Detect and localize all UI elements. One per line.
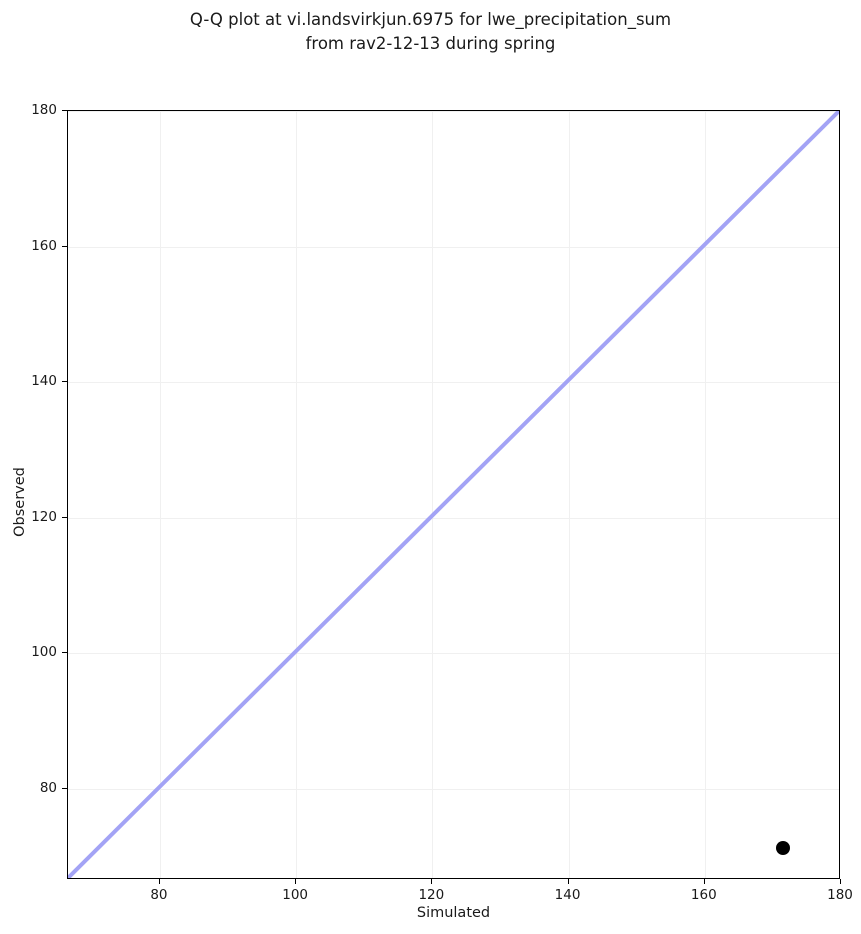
x-tick-mark: [703, 879, 705, 884]
y-tick-label: 120: [31, 508, 57, 525]
gridline-vertical: [568, 111, 570, 878]
gridline-horizontal: [68, 517, 839, 519]
plot-area: [67, 110, 840, 879]
x-tick-label: 100: [282, 887, 309, 903]
y-tick-label: 100: [31, 644, 57, 661]
identity-reference-line: [68, 111, 839, 878]
x-tick-mark: [431, 879, 433, 884]
y-tick-label: 160: [31, 237, 57, 254]
gridline-horizontal: [68, 246, 839, 248]
page-title: Q-Q plot at vi.landsvirkjun.6975 for lwe…: [189, 10, 672, 53]
x-tick-label: 140: [554, 887, 581, 903]
data-point: [776, 841, 791, 856]
x-tick-mark: [567, 879, 569, 884]
gridline-vertical: [296, 111, 298, 878]
gridline-vertical: [704, 111, 706, 878]
gridline-horizontal: [68, 111, 839, 112]
gridline-horizontal: [68, 382, 839, 383]
y-axis-label: Observed: [12, 467, 28, 537]
y-tick-label: 80: [39, 779, 57, 796]
x-tick-label: 160: [690, 887, 717, 903]
gridline-horizontal: [68, 788, 839, 790]
gridline-vertical: [432, 111, 434, 878]
y-tick-label: 180: [31, 102, 57, 118]
x-tick-mark: [158, 879, 160, 884]
y-tick-mark: [62, 245, 67, 247]
y-tick-mark: [62, 516, 67, 518]
identity-line: [68, 111, 839, 878]
y-tick-label: 140: [31, 373, 57, 389]
x-tick-label: 180: [827, 887, 853, 903]
y-tick-mark: [62, 110, 67, 111]
x-tick-mark: [295, 879, 297, 884]
x-tick-mark: [840, 879, 841, 884]
x-axis-label: Simulated: [416, 905, 491, 921]
gridline-horizontal: [68, 653, 839, 655]
x-tick-label: 120: [418, 887, 445, 903]
y-tick-mark: [62, 787, 67, 789]
gridline-vertical: [159, 111, 161, 878]
y-tick-mark: [62, 381, 67, 382]
y-tick-mark: [62, 652, 67, 654]
x-tick-label: 80: [150, 887, 168, 903]
